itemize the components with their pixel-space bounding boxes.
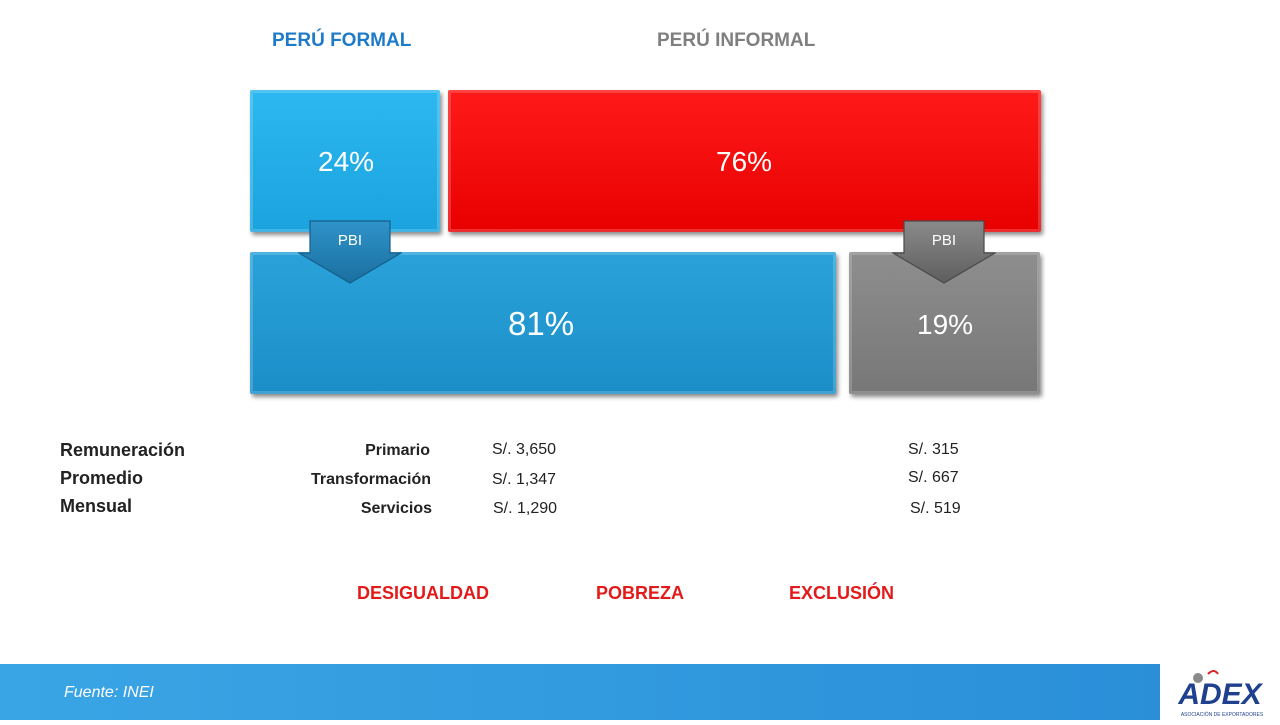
header-peru-formal: PERÚ FORMAL xyxy=(272,30,412,51)
informal-share-value: 76% xyxy=(716,146,773,177)
informal-pbi-value: 19% xyxy=(917,309,974,340)
formal-share-value: 24% xyxy=(318,146,375,177)
adex-logo: ADEX ASOCIACIÓN DE EXPORTADORES xyxy=(1162,664,1280,720)
formal-pbi-value: 81% xyxy=(508,305,575,342)
source-note: Fuente: INEI xyxy=(64,684,154,701)
informal-share-box: 76% xyxy=(448,90,1041,232)
informal-salary-primario: S/. 315 xyxy=(908,441,959,458)
pbi-arrow-formal-label: PBI xyxy=(337,232,363,249)
sector-servicios: Servicios xyxy=(360,500,432,517)
formal-share-box: 24% xyxy=(250,90,440,232)
remuneration-label-line: Promedio xyxy=(60,468,144,488)
informal-pbi-box: 19% xyxy=(849,252,1040,394)
sector-primario: Primario xyxy=(365,442,430,459)
pbi-arrow-informal-label: PBI xyxy=(931,232,957,249)
pbi-arrow-informal-icon: PBI xyxy=(890,220,998,284)
remuneration-label-line: Mensual xyxy=(60,496,133,516)
header-peru-informal: PERÚ INFORMAL xyxy=(657,30,816,51)
formal-salary-transformacion: S/. 1,347 xyxy=(492,471,557,488)
logo-wordmark: ADEX xyxy=(1177,678,1263,711)
informal-salary-transformacion: S/. 667 xyxy=(908,469,959,486)
formal-salary-primario: S/. 3,650 xyxy=(492,441,557,458)
tag-desigualdad: DESIGUALDAD xyxy=(357,583,490,603)
logo-subtext: ASOCIACIÓN DE EXPORTADORES xyxy=(1181,711,1264,718)
tag-exclusion: EXCLUSIÓN xyxy=(789,583,895,603)
remuneration-label-line: Remuneración xyxy=(60,440,186,460)
remuneration-label: Remuneración Promedio Mensual xyxy=(60,436,185,520)
sector-transformacion: Transformación xyxy=(310,471,431,488)
footer-bar: Fuente: INEI xyxy=(0,664,1160,720)
formal-salary-servicios: S/. 1,290 xyxy=(493,500,558,517)
tag-pobreza: POBREZA xyxy=(596,583,685,603)
informal-salary-servicios: S/. 519 xyxy=(910,500,961,517)
pbi-arrow-formal-icon: PBI xyxy=(296,220,404,284)
